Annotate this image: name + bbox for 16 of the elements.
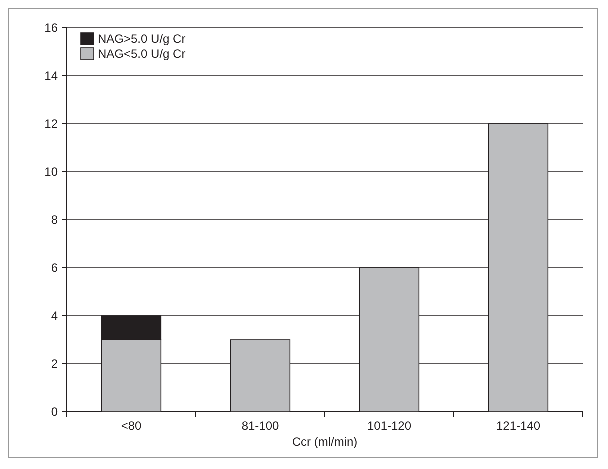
legend-label: NAG<5.0 U/g Cr — [98, 47, 186, 62]
x-tick-label: 81-100 — [242, 419, 280, 433]
x-axis-title: Ccr (ml/min) — [292, 435, 358, 449]
x-tick-label: 101-120 — [367, 419, 412, 433]
y-tick-label: 16 — [44, 21, 58, 36]
y-tick-label: 6 — [51, 261, 58, 276]
y-tick-label: 2 — [51, 357, 58, 372]
y-tick-label: 4 — [51, 309, 58, 324]
y-tick-label: 10 — [44, 165, 58, 180]
y-tick-label: 14 — [44, 69, 58, 84]
y-tick-label: 0 — [51, 405, 58, 420]
x-tick-label: <80 — [121, 419, 142, 433]
y-tick-label: 12 — [44, 117, 58, 132]
x-tick-label: 121-140 — [496, 419, 541, 433]
legend-label: NAG>5.0 U/g Cr — [98, 32, 186, 46]
y-tick-label: 8 — [51, 213, 58, 228]
